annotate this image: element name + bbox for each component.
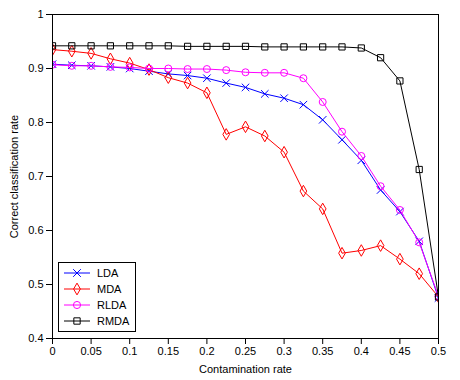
svg-text:0.2: 0.2 xyxy=(199,345,214,357)
svg-text:0.7: 0.7 xyxy=(28,170,43,182)
html-text:RMDA: RMDA xyxy=(97,315,130,327)
svg-text:0.6: 0.6 xyxy=(28,224,43,236)
svg-text:Contamination rate: Contamination rate xyxy=(199,363,292,375)
svg-text:0.25: 0.25 xyxy=(235,345,256,357)
svg-text:0.35: 0.35 xyxy=(312,345,333,357)
svg-text:0.4: 0.4 xyxy=(354,345,369,357)
svg-text:0.8: 0.8 xyxy=(28,116,43,128)
html-text:LDA: LDA xyxy=(97,267,119,279)
svg-text:0.05: 0.05 xyxy=(80,345,101,357)
svg-text:0.4: 0.4 xyxy=(28,332,43,344)
svg-text:0.5: 0.5 xyxy=(431,345,446,357)
svg-text:Correct classification rate: Correct classification rate xyxy=(8,115,20,239)
svg-text:1: 1 xyxy=(37,8,43,20)
html-text:MDA: MDA xyxy=(97,283,122,295)
svg-text:0: 0 xyxy=(49,345,55,357)
svg-text:0.5: 0.5 xyxy=(28,278,43,290)
svg-text:0.3: 0.3 xyxy=(276,345,291,357)
svg-text:0.9: 0.9 xyxy=(28,62,43,74)
svg-text:0.1: 0.1 xyxy=(122,345,137,357)
svg-text:0.45: 0.45 xyxy=(389,345,410,357)
html-text:RLDA: RLDA xyxy=(97,299,127,311)
svg-text:0.15: 0.15 xyxy=(158,345,179,357)
